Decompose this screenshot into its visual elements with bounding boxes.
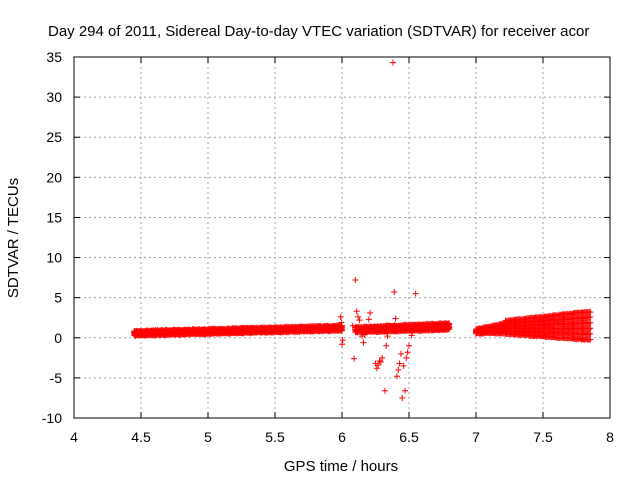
y-tick-label: -5 [50,370,63,386]
grid-lines [74,57,610,418]
data-point [349,322,356,329]
data-point [412,290,419,297]
x-tick-label: 7 [472,429,480,445]
data-point [401,387,408,394]
data-points [131,59,594,401]
data-point [391,289,398,296]
y-axis-label: SDTVAR / TECUs [5,178,22,298]
x-tick-label: 7.5 [533,429,553,445]
y-tick-labels: -10 -5 0 5 10 15 20 25 30 35 [42,49,62,426]
y-tick-label: 20 [46,169,62,185]
data-point [339,322,345,329]
x-tick-label: 5 [204,429,212,445]
data-point [383,342,390,349]
data-point [587,336,594,343]
x-tick-label: 6 [338,429,346,445]
y-tick-label: 25 [46,129,62,145]
y-tick-label: 10 [46,250,62,266]
data-point [379,354,386,361]
data-point [406,342,412,349]
y-tick-label: 15 [46,209,62,225]
data-point [397,350,404,357]
data-point [403,354,410,361]
data-point [355,313,362,320]
data-point [393,373,400,380]
data-point [365,316,372,323]
data-point [400,362,407,369]
data-point [446,320,453,327]
x-tick-labels: 4 4.5 5 5.5 6 6.5 7 7.5 8 [70,429,614,445]
data-point [384,333,391,340]
data-point [367,309,374,316]
data-point [338,319,345,326]
axis-ticks [73,56,611,419]
data-point [376,358,383,365]
data-point [339,337,346,344]
data-point [351,355,358,362]
data-point [353,308,360,315]
chart-title: Day 294 of 2011, Sidereal Day-to-day VTE… [48,23,589,40]
x-tick-label: 4.5 [131,429,151,445]
y-tick-label: 35 [46,49,62,65]
data-point [587,309,594,316]
data-point [586,325,593,332]
x-tick-label: 5.5 [265,429,285,445]
data-point [337,313,344,320]
y-tick-label: 5 [54,290,62,306]
data-point [587,330,594,337]
data-point [356,317,363,324]
data-point [339,341,345,348]
data-point [399,394,406,401]
data-point [385,322,392,329]
y-tick-label: 0 [54,330,62,346]
y-tick-label: 30 [46,89,62,105]
x-tick-label: 4 [70,429,78,445]
data-point [375,362,382,369]
data-point [587,325,594,332]
x-tick-label: 6.5 [399,429,419,445]
data-point [373,365,380,372]
data-point [396,360,403,367]
data-point [587,319,594,326]
data-point [381,387,388,394]
data-point [404,349,411,356]
data-point [377,358,384,365]
y-tick-label: -10 [42,410,62,426]
data-point [392,315,399,322]
data-point [352,277,359,284]
data-point [389,59,396,66]
data-point [357,327,364,334]
x-axis-label: GPS time / hours [284,458,398,475]
data-point [360,339,367,346]
data-point [361,331,368,338]
data-point [408,332,415,339]
data-point [395,366,402,373]
data-point [368,325,375,332]
x-tick-label: 8 [606,429,614,445]
